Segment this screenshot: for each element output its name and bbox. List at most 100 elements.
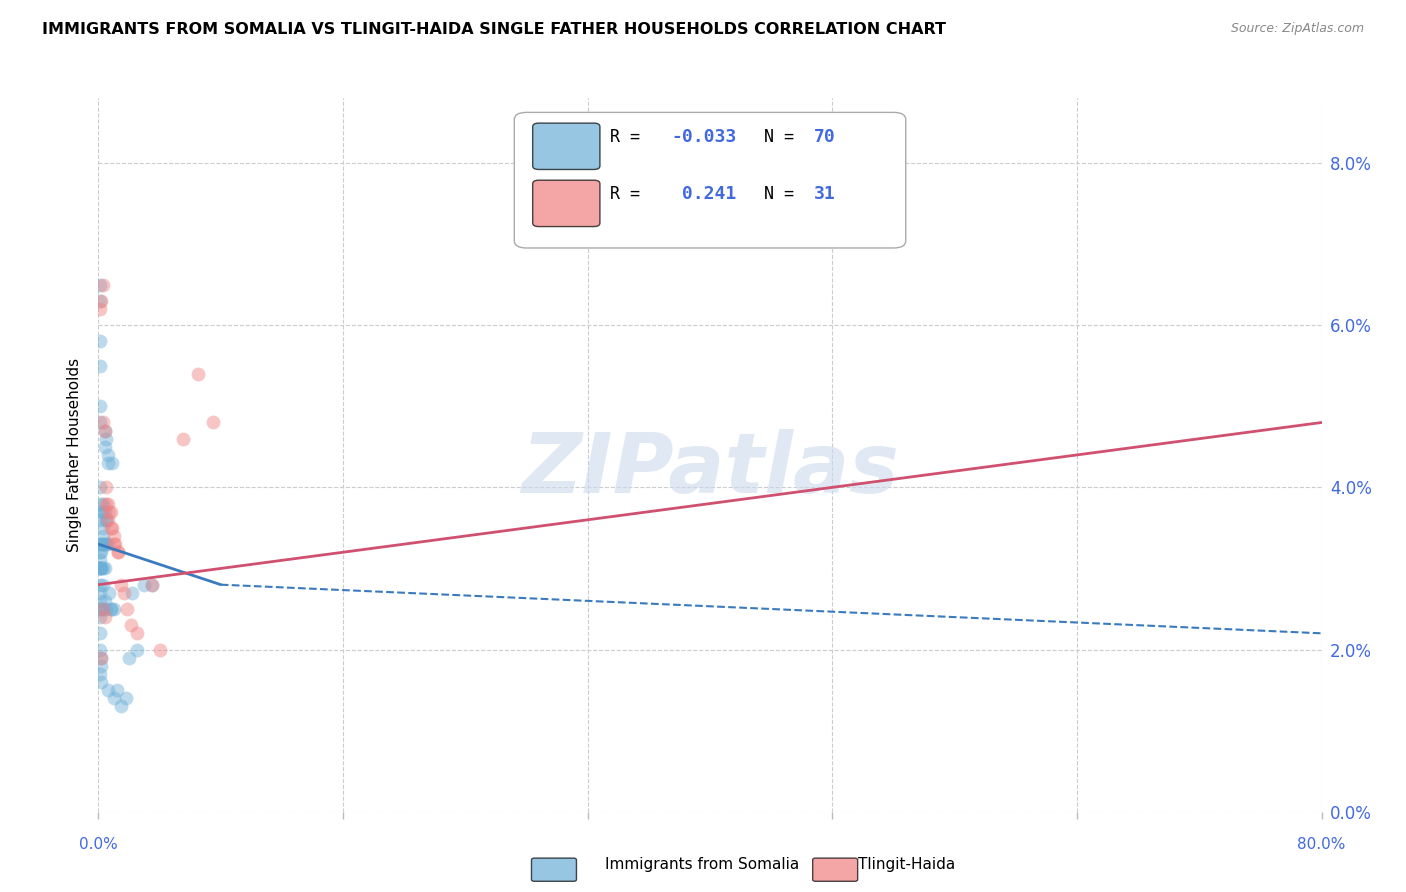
- Point: [89, 334, 111, 349]
- Point: [89, 626, 111, 640]
- Point: [89, 602, 111, 616]
- Point: [90, 513, 112, 527]
- Point: [103, 529, 125, 543]
- Point: [103, 537, 125, 551]
- Point: [91, 521, 114, 535]
- Point: [94, 513, 117, 527]
- Point: [93, 424, 115, 438]
- Point: [172, 432, 194, 446]
- Point: [89, 594, 111, 608]
- Point: [120, 618, 142, 632]
- Text: N =: N =: [744, 186, 804, 203]
- Point: [107, 545, 129, 559]
- Point: [91, 561, 114, 575]
- Text: ZIPatlas: ZIPatlas: [522, 429, 898, 509]
- Point: [202, 416, 225, 430]
- Point: [90, 650, 112, 665]
- Text: IMMIGRANTS FROM SOMALIA VS TLINGIT-HAIDA SINGLE FATHER HOUSEHOLDS CORRELATION CH: IMMIGRANTS FROM SOMALIA VS TLINGIT-HAIDA…: [42, 22, 946, 37]
- Point: [101, 521, 124, 535]
- Point: [89, 561, 111, 575]
- Point: [100, 602, 122, 616]
- Point: [91, 537, 114, 551]
- Point: [187, 367, 209, 381]
- Point: [89, 553, 111, 567]
- Point: [90, 505, 112, 519]
- Text: -0.033: -0.033: [671, 128, 737, 146]
- FancyBboxPatch shape: [533, 123, 600, 169]
- Point: [91, 416, 114, 430]
- Text: 0.241: 0.241: [671, 186, 737, 203]
- Point: [89, 480, 111, 494]
- Point: [90, 675, 112, 690]
- Point: [89, 561, 111, 575]
- Point: [97, 513, 120, 527]
- Text: 31: 31: [814, 186, 835, 203]
- Point: [89, 359, 111, 373]
- Point: [91, 602, 114, 616]
- Point: [91, 537, 114, 551]
- Point: [89, 277, 111, 292]
- Point: [89, 666, 111, 681]
- Text: Tlingit-Haida: Tlingit-Haida: [858, 857, 955, 872]
- Point: [101, 456, 124, 470]
- Point: [91, 529, 114, 543]
- Point: [134, 577, 156, 591]
- Point: [91, 505, 114, 519]
- Text: 70: 70: [814, 128, 835, 146]
- Point: [110, 577, 132, 591]
- Point: [89, 399, 111, 413]
- Point: [98, 505, 121, 519]
- Text: N =: N =: [744, 128, 804, 146]
- Point: [93, 594, 115, 608]
- Point: [117, 602, 139, 616]
- Point: [90, 561, 112, 575]
- Point: [115, 691, 138, 706]
- Point: [103, 602, 125, 616]
- Point: [94, 480, 117, 494]
- Point: [89, 537, 111, 551]
- Text: 80.0%: 80.0%: [1298, 837, 1346, 852]
- Point: [97, 537, 120, 551]
- Point: [118, 650, 141, 665]
- Point: [89, 642, 111, 657]
- Point: [89, 610, 111, 624]
- Point: [93, 440, 115, 454]
- Point: [93, 537, 115, 551]
- Point: [100, 602, 122, 616]
- Point: [141, 577, 163, 591]
- Point: [93, 561, 115, 575]
- Point: [94, 513, 117, 527]
- Point: [93, 505, 115, 519]
- Point: [89, 293, 111, 308]
- Point: [89, 577, 111, 591]
- Point: [104, 537, 127, 551]
- Point: [97, 456, 120, 470]
- Point: [90, 650, 112, 665]
- Point: [97, 683, 120, 698]
- FancyBboxPatch shape: [533, 180, 600, 227]
- Y-axis label: Single Father Households: Single Father Households: [67, 358, 83, 552]
- Point: [90, 545, 112, 559]
- FancyBboxPatch shape: [515, 112, 905, 248]
- Point: [90, 561, 112, 575]
- Point: [89, 586, 111, 600]
- Point: [94, 432, 117, 446]
- Text: R =: R =: [610, 186, 650, 203]
- Point: [125, 642, 148, 657]
- Point: [89, 545, 111, 559]
- Point: [90, 293, 112, 308]
- Point: [89, 301, 111, 316]
- Point: [98, 586, 121, 600]
- Point: [103, 691, 125, 706]
- Point: [105, 683, 128, 698]
- Point: [91, 277, 114, 292]
- Point: [141, 577, 163, 591]
- Point: [94, 537, 117, 551]
- Point: [100, 521, 122, 535]
- Text: 0.0%: 0.0%: [79, 837, 118, 852]
- Point: [90, 602, 112, 616]
- Point: [93, 610, 115, 624]
- Text: Source: ZipAtlas.com: Source: ZipAtlas.com: [1230, 22, 1364, 36]
- Point: [107, 545, 129, 559]
- Point: [90, 658, 112, 673]
